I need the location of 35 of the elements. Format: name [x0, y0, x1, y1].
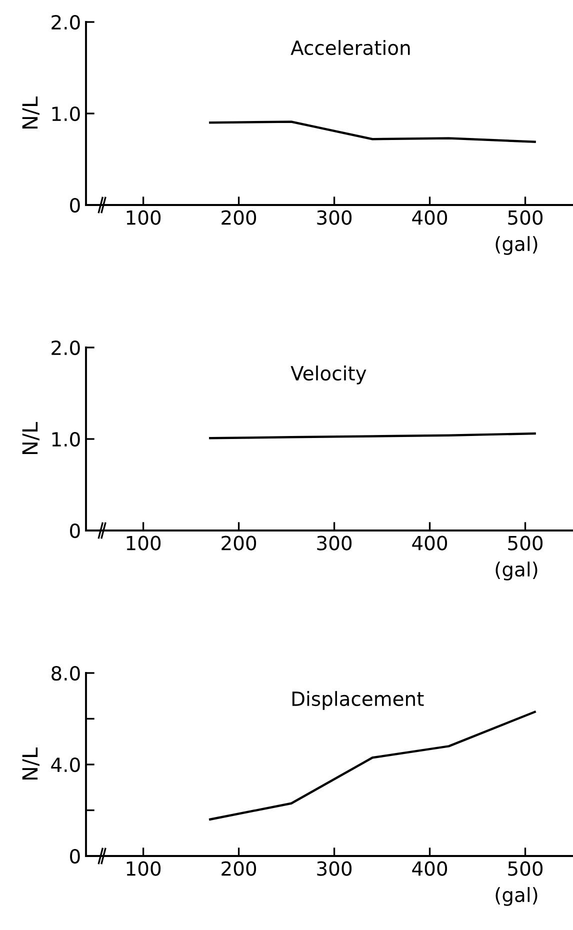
line-series	[209, 120, 536, 143]
y-tick-label: 1.0	[52, 106, 80, 122]
y-tick-label: 0	[70, 198, 80, 213]
y-tick-label: 1.0	[52, 432, 80, 447]
x-tick-label: 100	[126, 210, 161, 225]
x-tick-label: 500	[508, 210, 543, 225]
y-tick-label: 0	[70, 848, 80, 864]
x-tick-label: 200	[222, 536, 256, 550]
x-tick-label: 400	[412, 861, 448, 876]
y-tick-label: 2.0	[52, 14, 80, 30]
x-axis-title: (gal)	[496, 236, 538, 255]
x-tick-label: 400	[412, 210, 448, 225]
y-axis-title: N/L	[22, 96, 40, 129]
text: Velocity	[290, 366, 366, 384]
y-tick-label: 8.0	[52, 666, 80, 681]
text: Acceleration	[290, 40, 410, 56]
text: Displacement	[292, 691, 424, 710]
x-axis-title: (gal)	[496, 887, 538, 906]
x-tick-label: 300	[317, 861, 352, 876]
x-tick-label: 500	[508, 861, 543, 876]
x-tick-label: 200	[222, 861, 256, 876]
x-tick-label: 400	[412, 536, 448, 550]
y-tick-label: 2.0	[52, 340, 80, 356]
x-tick-label: 300	[317, 536, 352, 550]
y-tick-label: 4.0	[51, 757, 80, 772]
y-axis-title: N/L	[22, 748, 40, 780]
x-tick-label: 200	[222, 210, 256, 225]
x-tick-label: 500	[508, 536, 543, 550]
x-tick-label: 100	[126, 536, 161, 550]
x-tick-label: 300	[317, 210, 352, 225]
y-tick-label: 0	[70, 523, 80, 538]
y-axis-title: N/L	[22, 422, 40, 454]
x-axis-title: (gal)	[496, 562, 538, 580]
x-tick-label: 100	[126, 861, 161, 876]
line-series	[209, 710, 536, 821]
